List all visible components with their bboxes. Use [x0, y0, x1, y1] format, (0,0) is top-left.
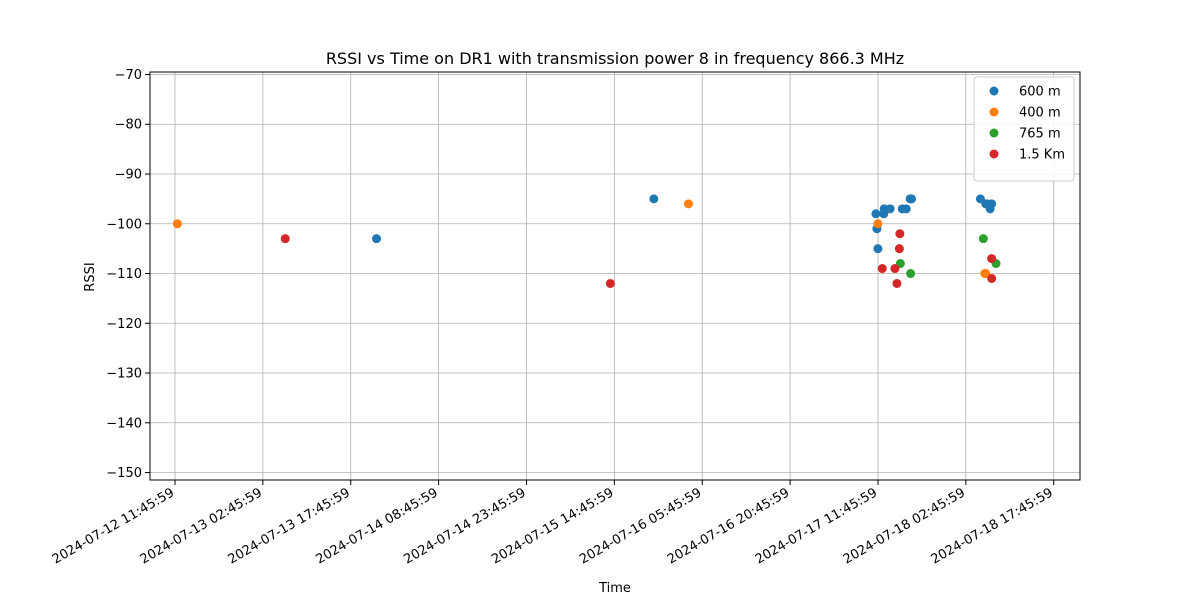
data-point: [987, 254, 997, 264]
y-tick-label: −90: [115, 168, 142, 183]
y-tick-label: −140: [106, 416, 142, 431]
data-point: [372, 234, 382, 244]
legend-marker: [989, 86, 999, 96]
data-point: [907, 194, 917, 204]
plot-area-frame: [149, 71, 1081, 481]
data-point: [873, 244, 883, 254]
legend-marker: [989, 128, 999, 138]
legend-label: 765 m: [1019, 127, 1061, 142]
data-point: [894, 244, 904, 254]
data-point: [906, 269, 916, 279]
y-tick-label: −120: [106, 317, 142, 332]
legend-label: 1.5 Km: [1019, 148, 1065, 163]
data-points: [172, 194, 1001, 288]
legend-label: 600 m: [1019, 85, 1061, 100]
legend-box: [973, 76, 1075, 182]
data-point: [873, 219, 883, 229]
y-tick-label: −130: [106, 367, 142, 382]
data-point: [877, 264, 887, 274]
legend-label: 400 m: [1019, 106, 1061, 121]
chart-title: RSSI vs Time on DR1 with transmission po…: [326, 49, 904, 68]
data-point: [172, 219, 182, 229]
y-axis-label: RSSI: [83, 262, 98, 291]
y-tick-label: −110: [106, 267, 142, 282]
data-point: [895, 229, 905, 239]
data-point: [649, 194, 659, 204]
data-point: [871, 209, 881, 219]
y-axis-ticks: −70 −80 −90 −100 −110 −120 −130 −140 −150: [106, 68, 150, 481]
data-point: [605, 278, 615, 288]
data-point: [987, 273, 997, 283]
data-point: [987, 199, 997, 209]
data-point: [892, 278, 902, 288]
data-point: [885, 204, 895, 214]
data-point: [890, 264, 900, 274]
legend-marker: [989, 107, 999, 117]
data-point: [901, 204, 911, 214]
x-axis-label: Time: [598, 581, 631, 596]
y-tick-label: −70: [115, 68, 142, 83]
data-point: [683, 199, 693, 209]
legend-marker: [989, 149, 999, 159]
data-point: [978, 234, 988, 244]
legend: 600 m 400 m 765 m 1.5 Km: [973, 76, 1075, 182]
data-point: [981, 269, 991, 279]
y-tick-label: −80: [115, 118, 142, 133]
grid-lines: [150, 72, 1080, 480]
data-point: [280, 234, 290, 244]
y-tick-label: −150: [106, 466, 142, 481]
y-tick-label: −100: [106, 217, 142, 232]
